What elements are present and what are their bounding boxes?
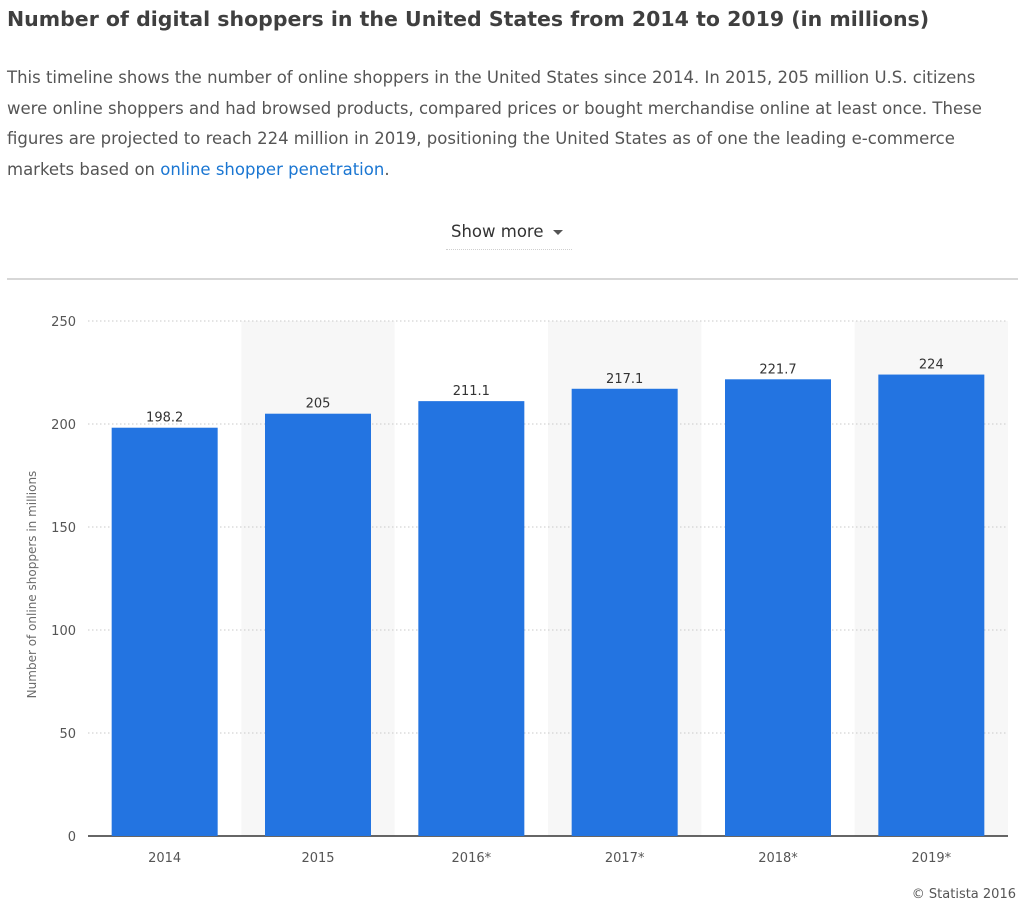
x-tick-label: 2014 <box>148 851 181 866</box>
y-tick-label: 0 <box>68 830 76 845</box>
data-label: 211.1 <box>453 384 490 399</box>
x-tick-label: 2015 <box>301 851 334 866</box>
bar <box>418 401 525 836</box>
data-label: 198.2 <box>146 411 183 426</box>
show-more-label: Show more <box>451 221 544 241</box>
data-label: 205 <box>306 397 331 412</box>
bar <box>111 427 218 836</box>
bar <box>265 413 371 836</box>
y-axis-label: Number of online shoppers in millions <box>25 471 39 699</box>
bars <box>111 374 985 836</box>
chart-title: Number of digital shoppers in the United… <box>7 7 930 31</box>
bar <box>571 388 678 836</box>
x-tick-labels: 2014 2015 2016* 2017* 2018* 2019* <box>148 851 952 866</box>
bar-chart: 198.2 205 211.1 217.1 221.7 224 0 50 100 150 200 2… <box>25 315 1008 866</box>
y-tick-label: 100 <box>51 624 76 639</box>
y-tick-label: 50 <box>59 727 76 742</box>
data-label: 221.7 <box>759 362 796 377</box>
bar <box>878 374 985 836</box>
y-tick-label: 150 <box>51 521 76 536</box>
section-divider <box>7 278 1018 280</box>
description-end: . <box>384 159 390 179</box>
y-tick-label: 250 <box>51 315 76 330</box>
chart-description: This timeline shows the number of online… <box>7 63 1012 185</box>
y-tick-label: 200 <box>51 418 76 433</box>
show-more-button[interactable]: Show more <box>446 213 572 250</box>
x-tick-label: 2017* <box>605 851 645 866</box>
data-label: 224 <box>919 358 944 373</box>
data-label: 217.1 <box>606 372 643 387</box>
caret-down-icon <box>552 229 563 235</box>
y-tick-labels: 0 50 100 150 200 250 <box>51 315 76 845</box>
data-labels: 198.2 205 211.1 217.1 221.7 224 <box>146 358 944 426</box>
x-tick-label: 2019* <box>912 851 952 866</box>
x-tick-label: 2016* <box>452 851 492 866</box>
gridlines <box>88 320 1008 837</box>
statista-credit: © Statista 2016 <box>911 887 1016 902</box>
online-shopper-penetration-link[interactable]: online shopper penetration <box>160 159 385 179</box>
x-tick-label: 2018* <box>758 851 798 866</box>
description-text: This timeline shows the number of online… <box>7 68 982 179</box>
bar <box>725 379 831 836</box>
